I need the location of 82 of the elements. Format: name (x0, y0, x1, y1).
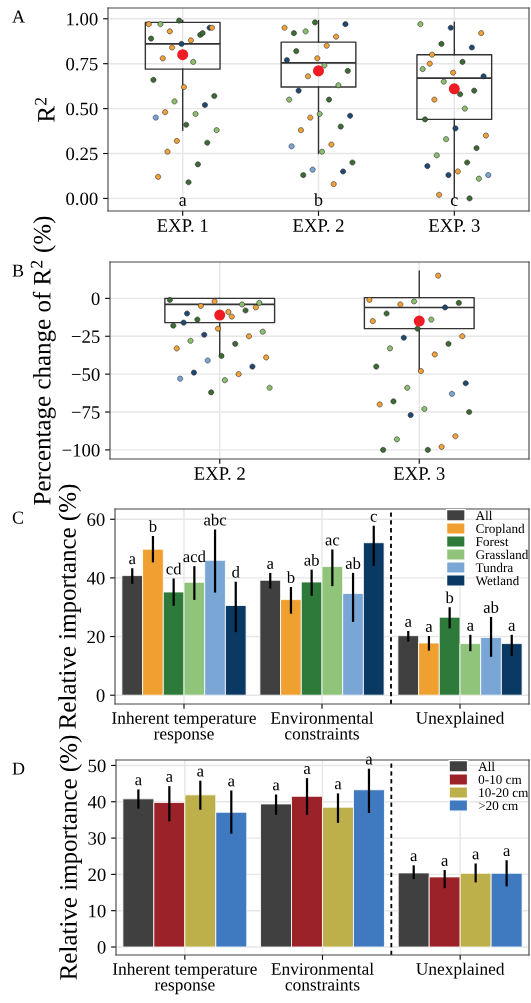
y-axis-title: Relative importance (%) (59, 735, 82, 980)
x-tick-label: Environmental constraints (271, 962, 374, 991)
data-label: a (166, 774, 173, 783)
y-tick-label: 0.75 (66, 57, 98, 71)
y-axis-title: Percentage change of R$^{2}$ (%) (30, 216, 56, 505)
data-label: a (228, 778, 235, 787)
data-label: cd (166, 562, 182, 575)
legend-label: Grassland (476, 549, 529, 560)
data-label: a (405, 619, 412, 628)
data-label: b (445, 591, 454, 604)
data-label: d (232, 566, 240, 578)
x-tick-label: Environmental constraints (270, 711, 374, 740)
data-label: ab (483, 601, 499, 613)
data-label: a (441, 857, 449, 866)
data-label: a (272, 782, 280, 791)
data-label: a (425, 624, 433, 632)
data-label: b (286, 571, 295, 584)
text: C (12, 511, 24, 524)
text: B (12, 264, 24, 277)
data-label: a (467, 622, 474, 631)
y-tick-label: 60 (87, 513, 105, 526)
x-tick-label: EXP. 2 (293, 219, 344, 232)
y-tick-label: 0.00 (66, 192, 98, 206)
legend-label: Wetland (475, 575, 520, 586)
data-label: a (334, 781, 342, 790)
legend-label: >20 cm (478, 801, 518, 811)
y-tick-label: 0 (91, 292, 100, 306)
y-tick-label: −75 (71, 406, 100, 419)
y-axis-title: Relative importance (%) (58, 484, 81, 729)
y-tick-label: 30 (88, 832, 106, 845)
data-label: a (129, 556, 136, 565)
x-tick-label: EXP. 2 (194, 467, 245, 480)
data-label: acd (183, 550, 206, 563)
x-tick-label: Unexplained (416, 711, 505, 728)
data-label: a (472, 851, 480, 860)
annotation: a (179, 197, 187, 206)
x-tick-label: EXP. 3 (428, 219, 480, 232)
data-label: a (365, 756, 373, 765)
data-label: a (410, 853, 418, 862)
legend-label: All (478, 761, 495, 771)
y-tick-label: 1.00 (67, 12, 98, 26)
text: D (12, 762, 25, 775)
data-label: a (267, 560, 274, 569)
y-tick-label: 40 (87, 795, 106, 809)
y-tick-label: −25 (71, 330, 100, 343)
legend-label: 10-20 cm (479, 788, 529, 798)
y-axis-title: R$^{2}$ (34, 97, 55, 122)
data-label: abc (204, 513, 227, 526)
y-tick-label: 40 (86, 571, 105, 585)
x-tick-label: Inherent temperature response (112, 962, 257, 995)
data-label: a (197, 768, 204, 777)
y-tick-label: −50 (71, 368, 100, 381)
data-label: c (370, 513, 377, 522)
data-label: a (503, 848, 511, 857)
y-tick-label: 0 (96, 689, 105, 702)
y-tick-label: 0.25 (66, 147, 98, 161)
data-label: a (135, 777, 142, 786)
y-tick-label: 0.50 (66, 102, 98, 116)
legend-label: 0-10 cm (478, 775, 522, 785)
annotation: b (313, 193, 323, 206)
x-tick-label: EXP. 3 (393, 467, 445, 480)
y-tick-label: 20 (88, 868, 106, 882)
data-label: a (508, 622, 516, 631)
data-label: ab (345, 557, 361, 569)
x-tick-label: Inherent temperature response (112, 711, 256, 744)
y-tick-label: 50 (88, 759, 106, 773)
legend-label: All (475, 510, 493, 520)
y-tick-label: 10 (89, 904, 106, 918)
y-tick-label: 20 (87, 630, 105, 644)
y-tick-label: 0 (97, 941, 106, 954)
legend-label: Forest (475, 537, 509, 547)
annotation: c (450, 197, 458, 206)
y-tick-label: −100 (62, 443, 100, 457)
x-tick-label: EXP. 1 (157, 219, 208, 232)
legend-label: Cropland (476, 523, 525, 536)
data-label: ab (304, 554, 319, 566)
data-label: a (303, 766, 311, 775)
legend-label: Tundra (475, 562, 514, 573)
x-tick-label: Unexplained (416, 962, 505, 979)
text: A (12, 10, 25, 23)
data-label: b (148, 520, 157, 533)
data-label: ac (325, 537, 340, 546)
